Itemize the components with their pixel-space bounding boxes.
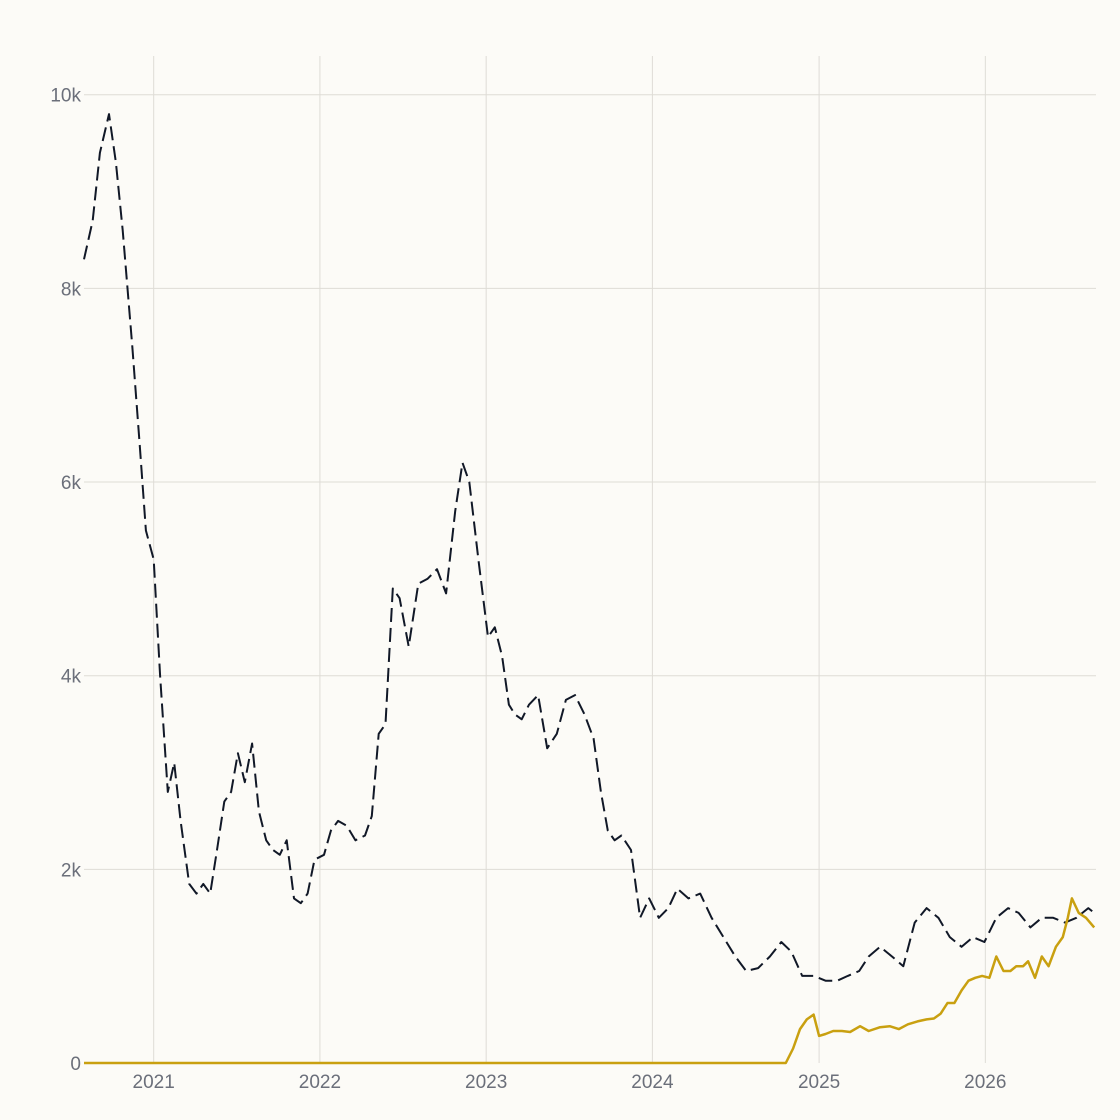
- x-tick-label: 2021: [133, 1072, 175, 1093]
- x-tick-label: 2024: [631, 1072, 674, 1093]
- series-layer: [83, 113, 1096, 1065]
- y-tick-label: 2k: [61, 860, 82, 881]
- y-tick-label: 0: [70, 1054, 81, 1075]
- x-tick-label: 2023: [465, 1072, 507, 1093]
- y-tick-label: 10k: [50, 86, 81, 107]
- y-tick-label: 8k: [61, 279, 82, 300]
- x-axis-tick-labels: 2021 2022 2023 2024 2025 2026: [133, 1072, 1007, 1093]
- grid: [84, 56, 1096, 1063]
- x-tick-label: 2022: [299, 1072, 341, 1093]
- x-tick-label: 2026: [964, 1072, 1006, 1093]
- y-tick-label: 6k: [61, 473, 82, 494]
- x-tick-label: 2025: [798, 1072, 840, 1093]
- series-line-gold: [84, 897, 1096, 1065]
- y-tick-label: 4k: [61, 667, 82, 688]
- series-line-dashed: [83, 113, 1095, 982]
- y-axis-tick-labels: 0 2k 4k 6k 8k 10k: [50, 86, 81, 1075]
